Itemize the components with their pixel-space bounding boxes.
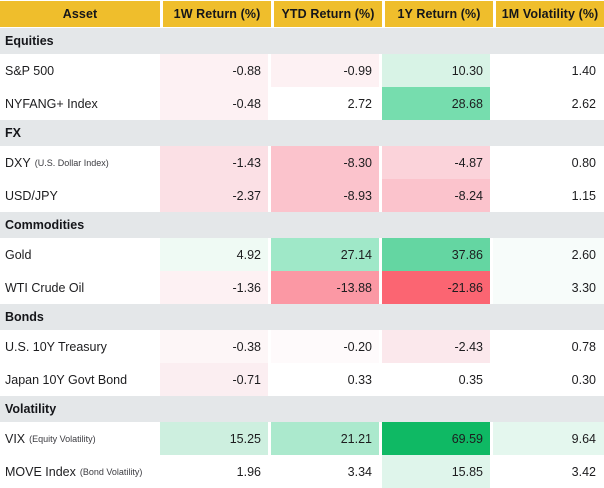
section-label: Commodities: [5, 218, 85, 232]
asset-name: Japan 10Y Govt Bond: [5, 372, 128, 387]
1w-return-cell: -0.38: [160, 330, 268, 363]
table-row[interactable]: S&P 500 -0.88 -0.99 10.30 1.40: [0, 54, 604, 87]
table-row[interactable]: MOVE Index (Bond Volatility) 1.96 3.34 15.85…: [0, 455, 604, 488]
asset-name-cell: S&P 500: [0, 54, 160, 87]
section-header-row: FX: [0, 120, 604, 146]
section-label: Bonds: [5, 310, 44, 324]
table-row[interactable]: NYFANG+ Index -0.48 2.72 28.68 2.62: [0, 87, 604, 120]
asset-name: Gold: [5, 247, 32, 262]
1y-return-cell: 15.85: [382, 455, 490, 488]
ytd-return-cell: -0.20: [271, 330, 379, 363]
ytd-return-cell: 27.14: [271, 238, 379, 271]
asset-name-subtitle: (U.S. Dollar Index): [34, 157, 109, 168]
column-header-asset[interactable]: Asset: [0, 1, 160, 27]
table-row[interactable]: DXY (U.S. Dollar Index) -1.43 -8.30 -4.87 0.8…: [0, 146, 604, 179]
asset-name: VIX: [5, 431, 26, 446]
column-header-1m-volatility[interactable]: 1M Volatility (%): [496, 1, 604, 27]
1w-return-cell: 1.96: [160, 455, 268, 488]
1w-return-cell: -0.48: [160, 87, 268, 120]
section-label: FX: [5, 126, 21, 140]
asset-name-cell: WTI Crude Oil: [0, 271, 160, 304]
asset-name-cell: DXY (U.S. Dollar Index): [0, 146, 160, 179]
table-row[interactable]: USD/JPY -2.37 -8.93 -8.24 1.15: [0, 179, 604, 212]
section-header-row: Bonds: [0, 304, 604, 330]
1y-return-cell: -4.87: [382, 146, 490, 179]
asset-name-cell: Gold: [0, 238, 160, 271]
asset-name-cell: U.S. 10Y Treasury: [0, 330, 160, 363]
table-row[interactable]: U.S. 10Y Treasury -0.38 -0.20 -2.43 0.78: [0, 330, 604, 363]
table-header-row: Asset 1W Return (%) YTD Return (%) 1Y Re…: [0, 0, 604, 28]
1m-volatility-cell: 0.80: [493, 146, 604, 179]
1w-return-cell: 15.25: [160, 422, 268, 455]
1m-volatility-cell: 0.30: [493, 363, 604, 396]
asset-name-subtitle: (Equity Volatility): [29, 433, 96, 444]
1w-return-cell: -0.88: [160, 54, 268, 87]
1y-return-cell: -21.86: [382, 271, 490, 304]
1m-volatility-cell: 9.64: [493, 422, 604, 455]
ytd-return-cell: -8.30: [271, 146, 379, 179]
1w-return-cell: 4.92: [160, 238, 268, 271]
1m-volatility-cell: 2.62: [493, 87, 604, 120]
ytd-return-cell: -0.99: [271, 54, 379, 87]
section-label: Equities: [5, 34, 54, 48]
asset-name-cell: MOVE Index (Bond Volatility): [0, 455, 160, 488]
column-header-ytd-return[interactable]: YTD Return (%): [274, 1, 382, 27]
1y-return-cell: 28.68: [382, 87, 490, 120]
1m-volatility-cell: 1.40: [493, 54, 604, 87]
1m-volatility-cell: 3.30: [493, 271, 604, 304]
1y-return-cell: -8.24: [382, 179, 490, 212]
asset-name-cell: USD/JPY: [0, 179, 160, 212]
asset-name: NYFANG+ Index: [5, 96, 98, 111]
1m-volatility-cell: 1.15: [493, 179, 604, 212]
1y-return-cell: -2.43: [382, 330, 490, 363]
table-row[interactable]: Gold 4.92 27.14 37.86 2.60: [0, 238, 604, 271]
section-label: Volatility: [5, 402, 57, 416]
asset-name: DXY: [5, 155, 31, 170]
1w-return-cell: -1.43: [160, 146, 268, 179]
ytd-return-cell: -13.88: [271, 271, 379, 304]
section-header-row: Volatility: [0, 396, 604, 422]
column-header-1w-return[interactable]: 1W Return (%): [163, 1, 271, 27]
asset-name: USD/JPY: [5, 188, 58, 203]
asset-name-cell: VIX (Equity Volatility): [0, 422, 160, 455]
table-row[interactable]: VIX (Equity Volatility) 15.25 21.21 69.59 9.6…: [0, 422, 604, 455]
asset-name: WTI Crude Oil: [5, 280, 85, 295]
table-row[interactable]: WTI Crude Oil -1.36 -13.88 -21.86 3.30: [0, 271, 604, 304]
1w-return-cell: -0.71: [160, 363, 268, 396]
1y-return-cell: 37.86: [382, 238, 490, 271]
1y-return-cell: 0.35: [382, 363, 490, 396]
table-body: Equities S&P 500 -0.88 -0.99 10.30 1.40 NYFANG…: [0, 28, 604, 488]
ytd-return-cell: 2.72: [271, 87, 379, 120]
section-header-row: Commodities: [0, 212, 604, 238]
section-header-row: Equities: [0, 28, 604, 54]
1m-volatility-cell: 2.60: [493, 238, 604, 271]
table-row[interactable]: Japan 10Y Govt Bond -0.71 0.33 0.35 0.30: [0, 363, 604, 396]
ytd-return-cell: 0.33: [271, 363, 379, 396]
1m-volatility-cell: 3.42: [493, 455, 604, 488]
asset-name: S&P 500: [5, 63, 55, 78]
1y-return-cell: 69.59: [382, 422, 490, 455]
asset-name: MOVE Index: [5, 464, 76, 479]
ytd-return-cell: 21.21: [271, 422, 379, 455]
asset-name-cell: Japan 10Y Govt Bond: [0, 363, 160, 396]
asset-name-subtitle: (Bond Volatility): [79, 466, 143, 477]
asset-name: U.S. 10Y Treasury: [5, 339, 107, 354]
1w-return-cell: -1.36: [160, 271, 268, 304]
ytd-return-cell: 3.34: [271, 455, 379, 488]
1w-return-cell: -2.37: [160, 179, 268, 212]
1y-return-cell: 10.30: [382, 54, 490, 87]
column-header-1y-return[interactable]: 1Y Return (%): [385, 1, 493, 27]
1m-volatility-cell: 0.78: [493, 330, 604, 363]
ytd-return-cell: -8.93: [271, 179, 379, 212]
asset-name-cell: NYFANG+ Index: [0, 87, 160, 120]
